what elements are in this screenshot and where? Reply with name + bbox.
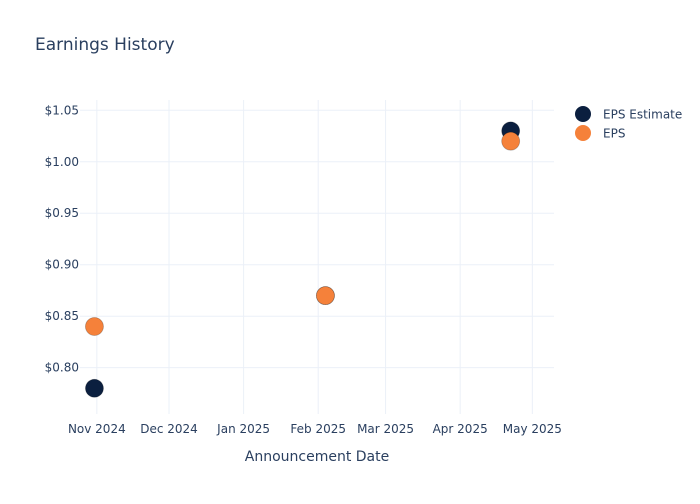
eps-point[interactable] (501, 131, 521, 151)
legend-marker (575, 106, 591, 122)
eps-estimate-point[interactable] (85, 378, 104, 398)
eps-series (85, 131, 521, 336)
x-tick-label: Apr 2025 (433, 422, 488, 436)
eps-point[interactable] (85, 317, 104, 336)
legend-label: EPS Estimate (603, 108, 682, 122)
y-tick-label: $1.05 (45, 103, 79, 117)
x-tick-label: Jan 2025 (216, 422, 270, 436)
x-axis-label: Announcement Date (245, 449, 389, 465)
y-tick-label: $0.80 (45, 361, 79, 375)
eps-point[interactable] (316, 286, 335, 306)
eps-estimate-series (85, 121, 521, 398)
x-tick-label: Mar 2025 (357, 422, 414, 436)
y-tick-label: $0.85 (45, 309, 79, 323)
y-tick-label: $1.00 (45, 155, 79, 169)
legend-item[interactable]: EPS Estimate (575, 106, 682, 122)
x-axis-ticks: Nov 2024 Dec 2024 Jan 2025 Feb 2025 Mar 2025… (68, 422, 562, 436)
legend[interactable]: EPS Estimate EPS (575, 106, 682, 141)
chart-title: Earnings History (35, 35, 175, 55)
legend-label: EPS (603, 127, 625, 141)
y-tick-label: $0.90 (45, 258, 79, 272)
x-tick-label: Feb 2025 (290, 422, 346, 436)
x-tick-label: May 2025 (503, 422, 562, 436)
x-tick-label: Nov 2024 (68, 422, 126, 436)
data-points (85, 121, 521, 398)
legend-item[interactable]: EPS (575, 125, 625, 141)
y-axis-ticks: $0.80 $0.85 $0.90 $0.95 $1.00 $1.05 (45, 103, 79, 374)
y-tick-label: $0.95 (45, 206, 79, 220)
x-tick-label: Dec 2024 (140, 422, 198, 436)
legend-marker (575, 125, 591, 141)
grid (80, 100, 554, 414)
